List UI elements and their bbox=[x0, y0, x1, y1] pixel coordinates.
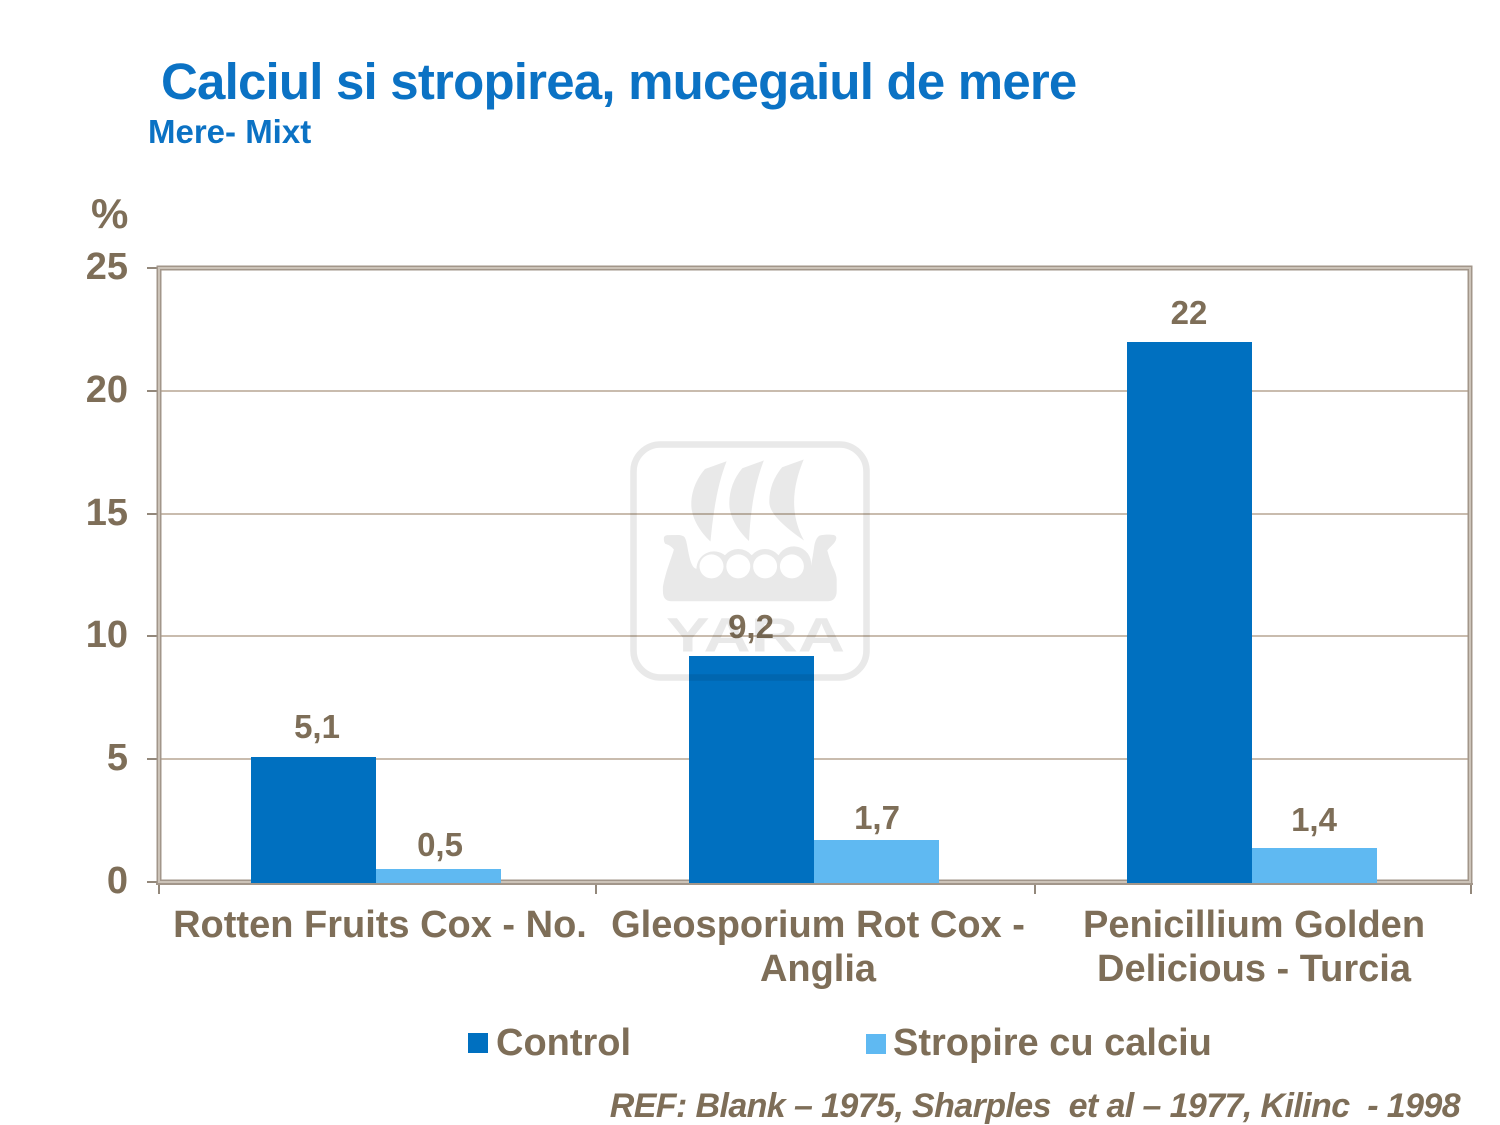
svg-text:YARA: YARA bbox=[666, 609, 845, 662]
